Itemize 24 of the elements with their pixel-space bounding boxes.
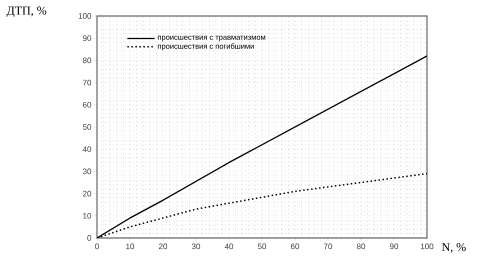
x-axis-title: N, % <box>442 243 466 253</box>
x-tick-label: 100 <box>420 244 434 250</box>
y-tick-label: 60 <box>82 102 92 108</box>
y-tick-label: 40 <box>82 146 92 152</box>
y-tick-label: 30 <box>82 168 92 174</box>
x-tick-label: 30 <box>192 244 200 250</box>
x-tick-label: 70 <box>324 244 332 250</box>
y-tick-label: 50 <box>82 124 92 130</box>
y-tick-label: 80 <box>82 58 92 64</box>
x-tick-label: 20 <box>158 244 168 250</box>
x-tick-label: 0 <box>95 244 99 250</box>
y-tick-label: 70 <box>82 80 92 86</box>
y-tick-label: 0 <box>87 235 92 241</box>
y-tick-label: 10 <box>83 212 92 219</box>
y-tick-label: 100 <box>78 13 92 19</box>
x-tick-label: 50 <box>258 244 266 250</box>
x-tick-label: 80 <box>356 244 366 250</box>
y-tick-label: 20 <box>82 190 92 196</box>
x-tick-label: 40 <box>224 244 234 250</box>
x-tick-label: 90 <box>390 244 398 250</box>
y-axis-title: ДТП, % <box>6 6 46 18</box>
y-tick-label: 90 <box>82 35 92 42</box>
x-tick-label: 60 <box>290 244 300 250</box>
x-tick-label: 10 <box>126 244 134 250</box>
